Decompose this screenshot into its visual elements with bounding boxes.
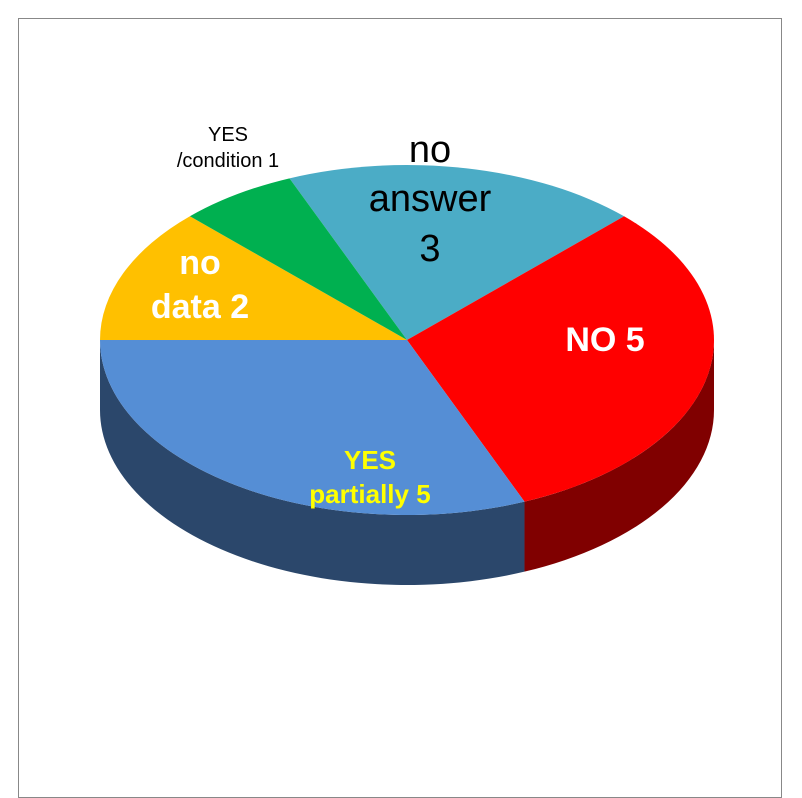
data-label: YES partially 5	[300, 444, 440, 512]
data-label: no data 2	[145, 241, 255, 329]
slice	[289, 165, 625, 340]
slice	[407, 216, 714, 502]
label-value: 1	[268, 150, 280, 172]
slice	[99, 340, 525, 515]
slice	[100, 216, 407, 340]
label-category: YES partially	[309, 445, 409, 509]
label-category: no answer	[368, 128, 492, 221]
label-value: 5	[625, 320, 645, 359]
data-label: no answer 3	[360, 126, 500, 274]
label-category: YES /condition	[176, 124, 263, 172]
slice	[189, 178, 407, 340]
label-value: 5	[416, 479, 431, 509]
slice-side	[524, 340, 714, 572]
label-value: 3	[419, 227, 441, 270]
label-category: no data	[150, 243, 221, 326]
data-label: NO 5	[525, 318, 685, 362]
data-label: YES /condition 1	[168, 122, 288, 174]
label-category: NO	[565, 320, 617, 359]
label-value: 2	[230, 288, 250, 326]
slice-side	[99, 340, 525, 585]
